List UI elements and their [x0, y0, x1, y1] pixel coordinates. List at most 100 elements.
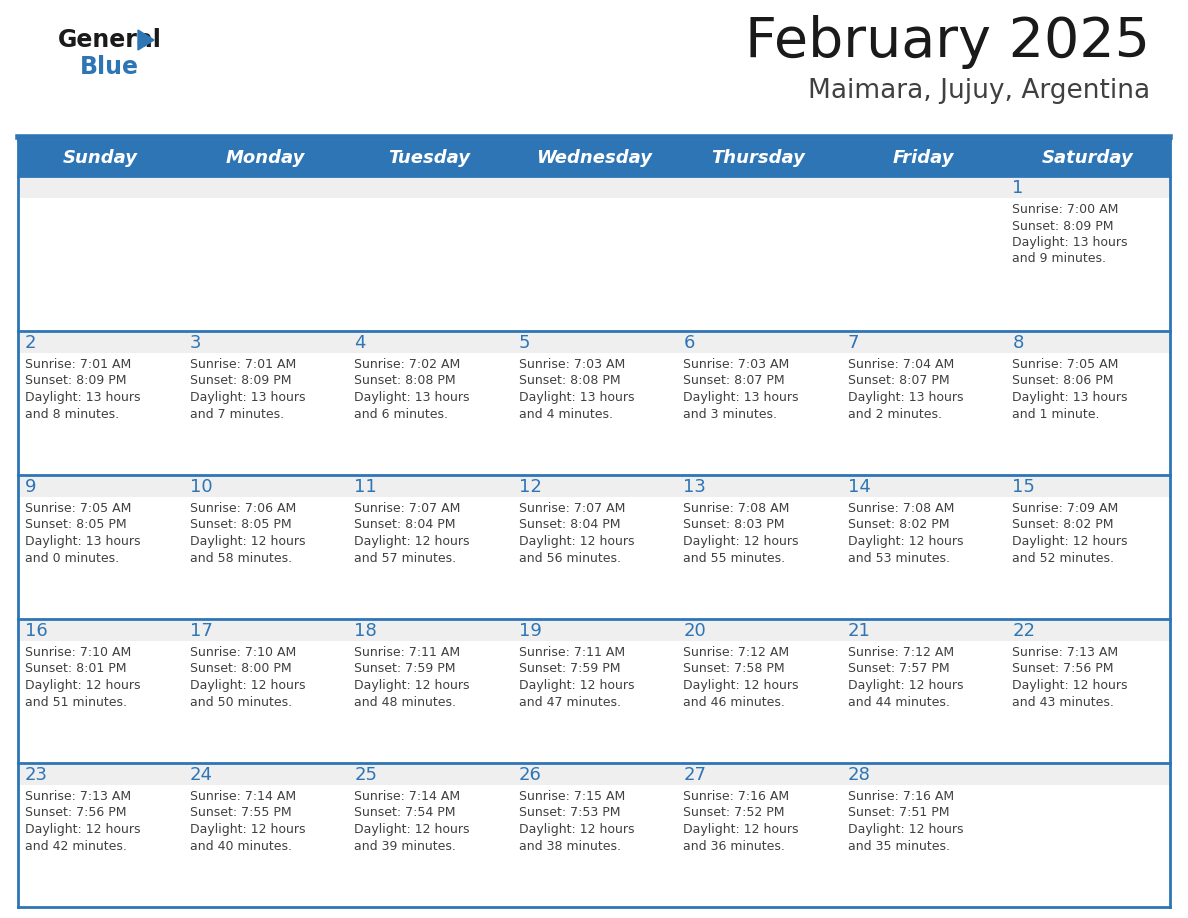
- Text: Sunset: 8:00 PM: Sunset: 8:00 PM: [190, 663, 291, 676]
- Text: Sunset: 7:59 PM: Sunset: 7:59 PM: [519, 663, 620, 676]
- Text: and 2 minutes.: and 2 minutes.: [848, 408, 942, 420]
- Text: Sunrise: 7:03 AM: Sunrise: 7:03 AM: [519, 358, 625, 371]
- Text: Daylight: 12 hours: Daylight: 12 hours: [848, 823, 963, 836]
- Text: Sunrise: 7:16 AM: Sunrise: 7:16 AM: [848, 790, 954, 803]
- Text: and 58 minutes.: and 58 minutes.: [190, 552, 292, 565]
- Text: Sunrise: 7:04 AM: Sunrise: 7:04 AM: [848, 358, 954, 371]
- Text: Sunrise: 7:11 AM: Sunrise: 7:11 AM: [354, 646, 460, 659]
- Text: Sunset: 7:55 PM: Sunset: 7:55 PM: [190, 807, 291, 820]
- Text: Daylight: 12 hours: Daylight: 12 hours: [519, 535, 634, 548]
- Text: and 39 minutes.: and 39 minutes.: [354, 839, 456, 853]
- Text: Sunset: 8:03 PM: Sunset: 8:03 PM: [683, 519, 785, 532]
- Text: Daylight: 12 hours: Daylight: 12 hours: [25, 823, 140, 836]
- Text: 19: 19: [519, 622, 542, 640]
- Text: Sunrise: 7:05 AM: Sunrise: 7:05 AM: [1012, 358, 1119, 371]
- Text: Sunrise: 7:03 AM: Sunrise: 7:03 AM: [683, 358, 790, 371]
- Bar: [18, 176, 1170, 331]
- Text: and 8 minutes.: and 8 minutes.: [25, 408, 119, 420]
- Text: Daylight: 12 hours: Daylight: 12 hours: [519, 823, 634, 836]
- Text: 20: 20: [683, 622, 706, 640]
- Text: Sunrise: 7:07 AM: Sunrise: 7:07 AM: [354, 502, 461, 515]
- Text: Daylight: 13 hours: Daylight: 13 hours: [519, 391, 634, 404]
- Text: Sunrise: 7:13 AM: Sunrise: 7:13 AM: [1012, 646, 1119, 659]
- Text: Sunrise: 7:14 AM: Sunrise: 7:14 AM: [190, 790, 296, 803]
- Text: Daylight: 12 hours: Daylight: 12 hours: [354, 535, 469, 548]
- Bar: [18, 763, 1170, 907]
- Text: Sunset: 8:07 PM: Sunset: 8:07 PM: [683, 375, 785, 387]
- Text: Daylight: 13 hours: Daylight: 13 hours: [354, 391, 469, 404]
- Text: Sunset: 7:58 PM: Sunset: 7:58 PM: [683, 663, 785, 676]
- Text: Friday: Friday: [892, 149, 954, 167]
- Text: Sunset: 8:02 PM: Sunset: 8:02 PM: [848, 519, 949, 532]
- Text: 8: 8: [1012, 334, 1024, 352]
- Text: 16: 16: [25, 622, 48, 640]
- Text: Sunrise: 7:06 AM: Sunrise: 7:06 AM: [190, 502, 296, 515]
- Text: Tuesday: Tuesday: [388, 149, 470, 167]
- Text: and 44 minutes.: and 44 minutes.: [848, 696, 949, 709]
- Text: and 46 minutes.: and 46 minutes.: [683, 696, 785, 709]
- Text: Daylight: 12 hours: Daylight: 12 hours: [190, 823, 305, 836]
- Text: 22: 22: [1012, 622, 1036, 640]
- Text: Daylight: 13 hours: Daylight: 13 hours: [1012, 391, 1127, 404]
- Text: Sunrise: 7:00 AM: Sunrise: 7:00 AM: [1012, 203, 1119, 216]
- Text: and 4 minutes.: and 4 minutes.: [519, 408, 613, 420]
- Text: Sunset: 8:04 PM: Sunset: 8:04 PM: [519, 519, 620, 532]
- Text: Sunrise: 7:12 AM: Sunrise: 7:12 AM: [683, 646, 789, 659]
- Bar: [18, 140, 1170, 176]
- Text: Sunday: Sunday: [63, 149, 138, 167]
- Text: Thursday: Thursday: [712, 149, 805, 167]
- Text: Daylight: 12 hours: Daylight: 12 hours: [848, 535, 963, 548]
- Text: 13: 13: [683, 478, 706, 496]
- Text: and 51 minutes.: and 51 minutes.: [25, 696, 127, 709]
- Text: 17: 17: [190, 622, 213, 640]
- Text: Daylight: 13 hours: Daylight: 13 hours: [683, 391, 798, 404]
- Text: and 6 minutes.: and 6 minutes.: [354, 408, 448, 420]
- Text: 24: 24: [190, 766, 213, 784]
- Text: Sunset: 8:05 PM: Sunset: 8:05 PM: [190, 519, 291, 532]
- Text: Daylight: 13 hours: Daylight: 13 hours: [848, 391, 963, 404]
- Bar: [18, 475, 1170, 497]
- Text: Daylight: 13 hours: Daylight: 13 hours: [190, 391, 305, 404]
- Text: Wednesday: Wednesday: [536, 149, 652, 167]
- Text: Sunset: 8:01 PM: Sunset: 8:01 PM: [25, 663, 126, 676]
- Text: Sunrise: 7:12 AM: Sunrise: 7:12 AM: [848, 646, 954, 659]
- Text: Sunset: 8:09 PM: Sunset: 8:09 PM: [1012, 219, 1114, 232]
- Text: Sunset: 7:54 PM: Sunset: 7:54 PM: [354, 807, 456, 820]
- Text: Sunrise: 7:16 AM: Sunrise: 7:16 AM: [683, 790, 789, 803]
- Text: Maimara, Jujuy, Argentina: Maimara, Jujuy, Argentina: [808, 78, 1150, 104]
- Text: Daylight: 13 hours: Daylight: 13 hours: [25, 535, 140, 548]
- Text: Sunrise: 7:11 AM: Sunrise: 7:11 AM: [519, 646, 625, 659]
- Text: Sunset: 8:09 PM: Sunset: 8:09 PM: [25, 375, 126, 387]
- Text: 3: 3: [190, 334, 201, 352]
- Text: Sunrise: 7:14 AM: Sunrise: 7:14 AM: [354, 790, 460, 803]
- Text: Sunset: 8:08 PM: Sunset: 8:08 PM: [354, 375, 456, 387]
- Text: and 3 minutes.: and 3 minutes.: [683, 408, 777, 420]
- Text: 28: 28: [848, 766, 871, 784]
- Text: Sunset: 8:04 PM: Sunset: 8:04 PM: [354, 519, 456, 532]
- Text: and 42 minutes.: and 42 minutes.: [25, 839, 127, 853]
- Text: Daylight: 12 hours: Daylight: 12 hours: [1012, 679, 1127, 692]
- Text: Sunset: 7:51 PM: Sunset: 7:51 PM: [848, 807, 949, 820]
- Bar: [18, 619, 1170, 641]
- Text: and 53 minutes.: and 53 minutes.: [848, 552, 950, 565]
- Text: and 36 minutes.: and 36 minutes.: [683, 839, 785, 853]
- Text: 21: 21: [848, 622, 871, 640]
- Text: 4: 4: [354, 334, 366, 352]
- Text: 25: 25: [354, 766, 377, 784]
- Text: Daylight: 12 hours: Daylight: 12 hours: [354, 823, 469, 836]
- Text: Sunset: 7:52 PM: Sunset: 7:52 PM: [683, 807, 785, 820]
- Text: 15: 15: [1012, 478, 1035, 496]
- Text: Sunrise: 7:02 AM: Sunrise: 7:02 AM: [354, 358, 461, 371]
- Text: and 0 minutes.: and 0 minutes.: [25, 552, 119, 565]
- Text: and 47 minutes.: and 47 minutes.: [519, 696, 620, 709]
- Bar: [18, 331, 1170, 475]
- Text: Daylight: 12 hours: Daylight: 12 hours: [190, 535, 305, 548]
- Text: Daylight: 12 hours: Daylight: 12 hours: [683, 823, 798, 836]
- Text: 12: 12: [519, 478, 542, 496]
- Text: Sunset: 8:08 PM: Sunset: 8:08 PM: [519, 375, 620, 387]
- Text: Sunset: 7:53 PM: Sunset: 7:53 PM: [519, 807, 620, 820]
- Text: Daylight: 13 hours: Daylight: 13 hours: [1012, 236, 1127, 249]
- Text: Sunset: 8:07 PM: Sunset: 8:07 PM: [848, 375, 949, 387]
- Text: 6: 6: [683, 334, 695, 352]
- Text: Sunset: 8:02 PM: Sunset: 8:02 PM: [1012, 519, 1114, 532]
